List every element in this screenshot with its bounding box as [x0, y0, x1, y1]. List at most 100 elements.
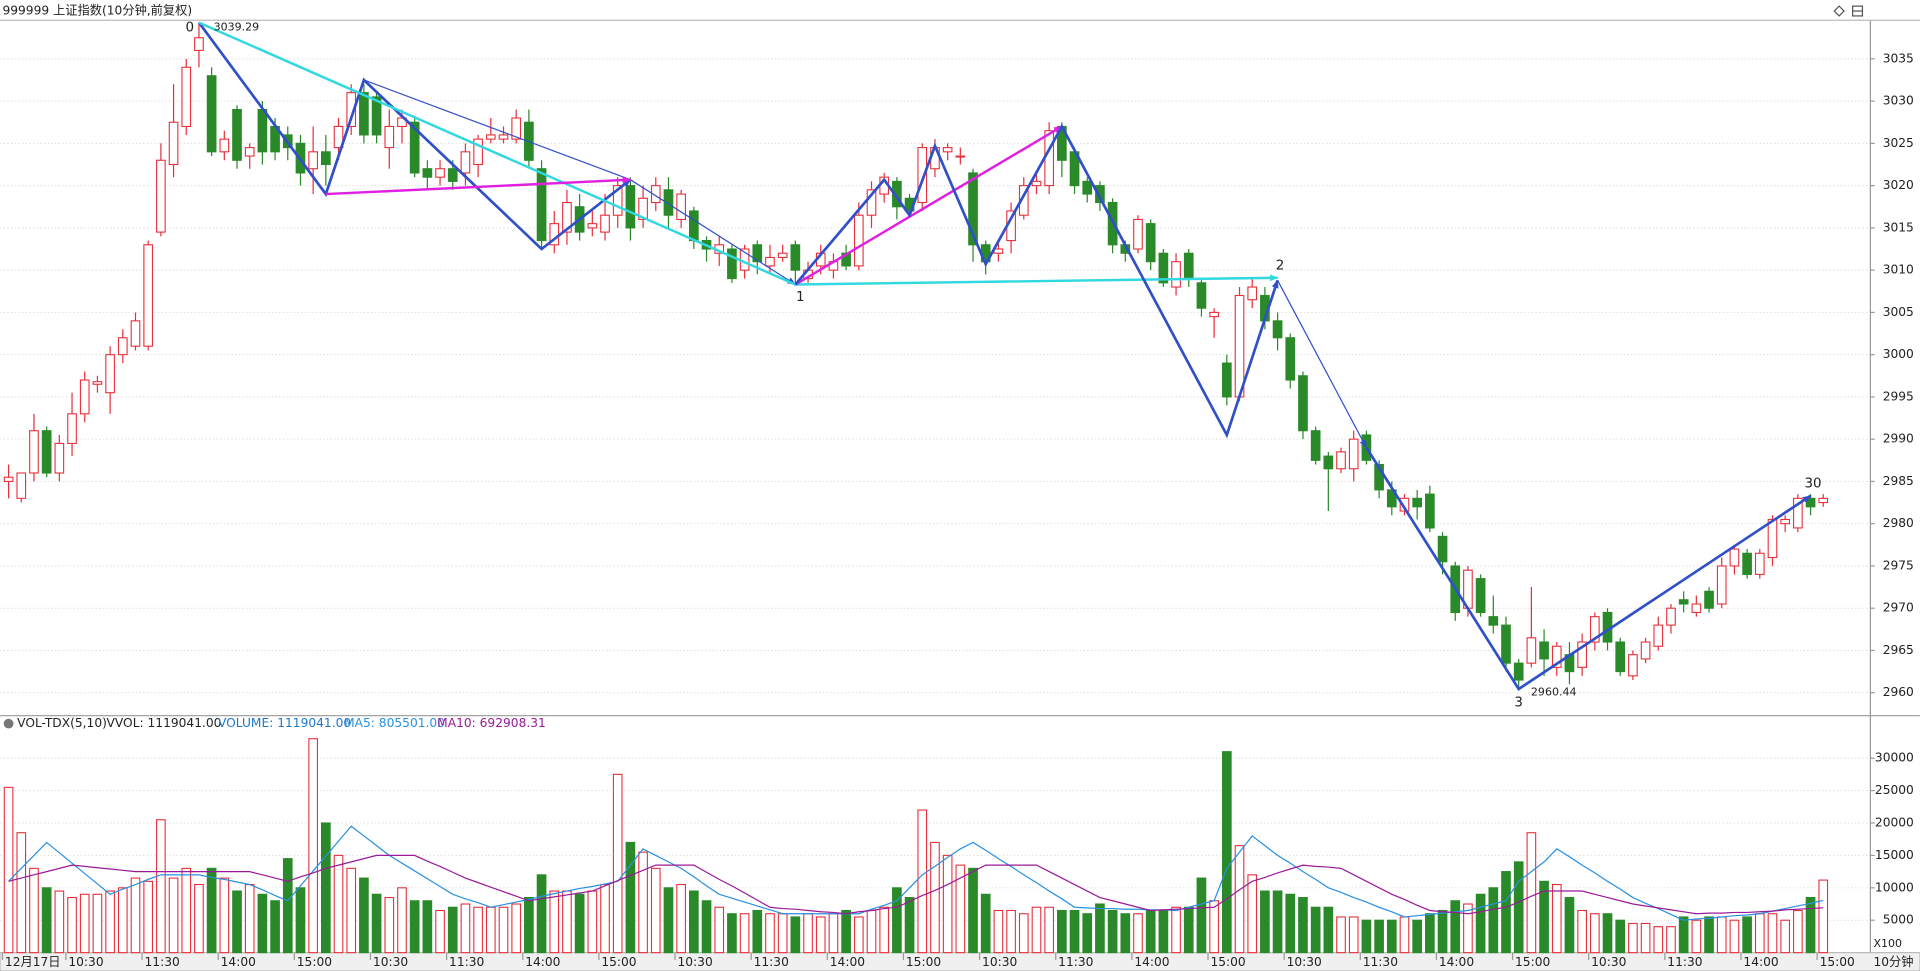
candle-body: [1716, 565, 1727, 605]
volume-bar: [1602, 913, 1613, 954]
candle-body: [650, 185, 661, 204]
candle-body: [1805, 497, 1816, 508]
candle-body: [308, 151, 318, 170]
volume-bar: [1691, 919, 1702, 954]
y-tick-label: 2970: [1883, 601, 1914, 615]
candle-body: [41, 430, 52, 474]
candle-body: [1691, 603, 1702, 613]
y-tick-label: 3005: [1883, 305, 1914, 319]
volume-bar: [765, 913, 775, 954]
volume-bar: [574, 893, 585, 954]
volume-bar: [1450, 900, 1461, 954]
candle-body: [117, 337, 128, 356]
indicator-icon[interactable]: [3, 718, 14, 729]
volume-bar: [270, 900, 280, 954]
x-tick-label: 10:30: [677, 955, 712, 969]
candle-body: [346, 92, 357, 128]
x-tick-label: 10:30: [1287, 955, 1322, 969]
volume-bar: [1729, 919, 1740, 954]
volume-bar: [1361, 919, 1372, 954]
y-tick-label: 3000: [1883, 347, 1914, 361]
icon-diamond[interactable]: [1833, 5, 1845, 17]
volume-bar: [1095, 903, 1105, 954]
volume-bar: [1742, 916, 1752, 954]
volume-bar: [853, 916, 864, 954]
candle-body: [1640, 641, 1651, 660]
volume-bar: [206, 867, 217, 954]
volume-bar: [1006, 909, 1016, 954]
volume-bar: [1437, 909, 1448, 954]
candle-body: [752, 244, 763, 263]
volume-bar: [1336, 916, 1346, 954]
volume-bar: [1666, 926, 1676, 954]
volume-bar: [105, 890, 115, 954]
y-tick-label: 2975: [1883, 558, 1914, 572]
volume-bar: [536, 874, 547, 954]
volume-bar: [1196, 877, 1207, 954]
y-tick-label: 2960: [1883, 685, 1914, 699]
chart-title: 999999 上证指数(10分钟,前复权): [2, 3, 192, 18]
candle-body: [359, 92, 369, 136]
candle-body: [1666, 607, 1676, 626]
x-tick-label: 11:30: [449, 955, 484, 969]
candle-body: [1031, 180, 1042, 187]
volume-bar: [701, 900, 712, 954]
candle-body: [1425, 493, 1435, 529]
volume-bar: [650, 867, 661, 954]
volume-bar: [752, 909, 763, 954]
volume-bar: [612, 773, 623, 954]
volume-bar: [892, 887, 902, 954]
candle-body: [16, 472, 27, 499]
volume-bar: [1780, 919, 1791, 954]
volume-bar: [1221, 751, 1232, 954]
volume-bar: [1425, 913, 1435, 954]
candle-body: [219, 138, 230, 153]
volume-bar: [638, 851, 648, 954]
wave-label: 1: [796, 290, 805, 305]
legend-label: MA5: 805501.00: [344, 716, 445, 730]
volume-bar: [1107, 909, 1118, 954]
volume-bar: [625, 841, 636, 954]
volume-bar: [968, 867, 978, 954]
volume-bar: [1475, 893, 1486, 954]
candle-body: [168, 121, 179, 166]
candle-body: [1437, 535, 1448, 563]
wave-label: 2: [1276, 259, 1285, 274]
volume-bar: [1209, 900, 1219, 954]
candle-body: [892, 180, 902, 208]
volume-bar: [321, 822, 331, 954]
volume-bar: [308, 738, 318, 954]
volume-bar: [815, 916, 826, 954]
y-tick-label: 2995: [1883, 389, 1914, 403]
y-tick-label: 3020: [1883, 178, 1914, 192]
candle-body: [92, 381, 103, 385]
volume-bar: [1818, 879, 1829, 954]
volume-bar: [1386, 919, 1397, 954]
candle-body: [143, 244, 154, 347]
volume-bar: [1399, 916, 1410, 954]
volume-bar: [1120, 913, 1131, 954]
x-axis-bar: [0, 952, 1920, 971]
volume-bar: [549, 890, 560, 954]
volume-bar: [1069, 909, 1080, 954]
y-tick-label: 2990: [1883, 432, 1914, 446]
candle-body: [562, 201, 572, 233]
candle-body: [727, 248, 737, 280]
y-tick-label: 20000: [1875, 815, 1914, 829]
volume-bar: [194, 884, 204, 954]
volume-bar: [1488, 887, 1499, 954]
candle-body: [206, 75, 217, 153]
x-tick-label: 15:00: [297, 955, 332, 969]
volume-bar: [359, 877, 369, 954]
volume-bar: [29, 867, 39, 954]
volume-bar: [1323, 906, 1334, 954]
candle-body: [993, 248, 1004, 254]
volume-bar: [117, 887, 128, 954]
volume-bar: [397, 887, 407, 954]
candle-body: [968, 172, 978, 246]
candle-body: [1780, 518, 1791, 525]
volume-bar: [1171, 906, 1181, 954]
volume-bar: [384, 896, 395, 954]
candle-body: [765, 256, 775, 267]
